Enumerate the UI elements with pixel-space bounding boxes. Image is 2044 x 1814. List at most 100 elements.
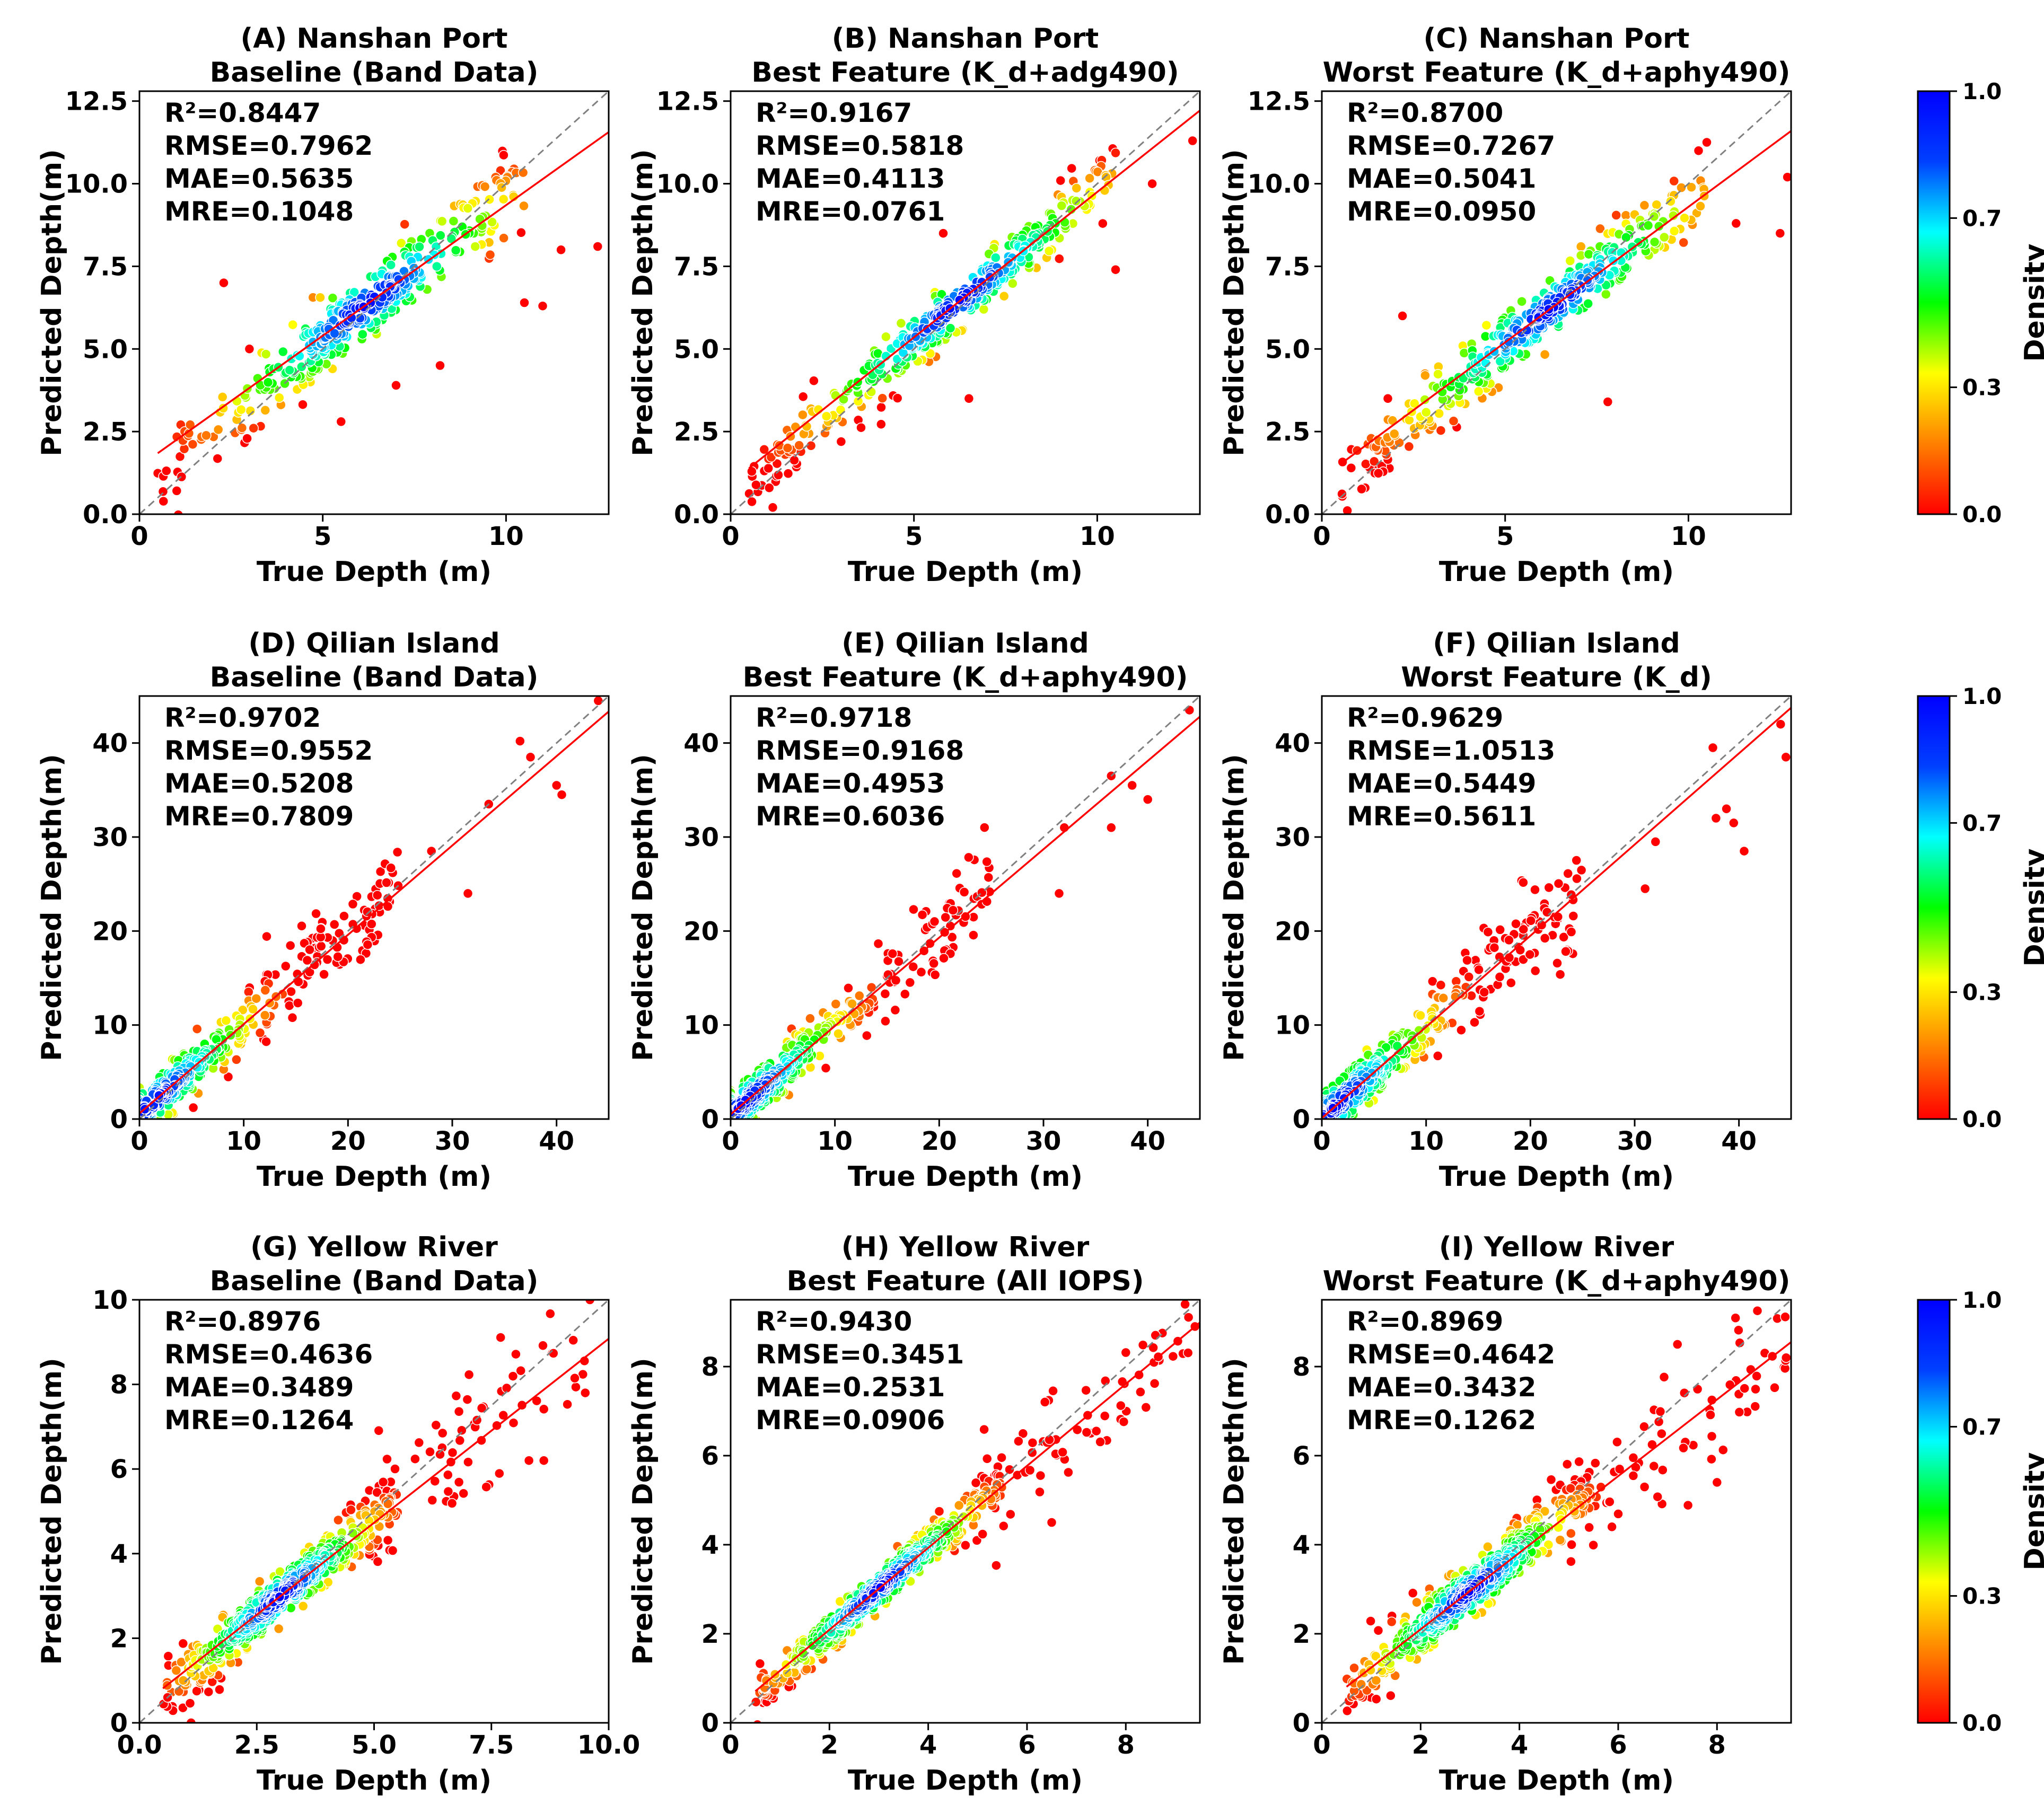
outlier-point — [523, 1455, 534, 1466]
regression-fit-line — [748, 110, 1200, 469]
data-point — [763, 463, 774, 474]
data-point — [887, 948, 898, 959]
stats-annotation: RMSE=0.9552 — [164, 735, 373, 766]
data-point — [427, 1495, 438, 1505]
outlier-point — [1184, 705, 1195, 716]
x-tick-label: 6 — [1018, 1730, 1036, 1760]
data-point — [260, 349, 271, 359]
data-point — [255, 1027, 266, 1038]
outlier-point — [556, 244, 566, 256]
data-point — [1339, 516, 1348, 526]
data-point — [322, 954, 333, 965]
data-point — [1479, 987, 1490, 998]
data-point — [1566, 1556, 1576, 1567]
data-point — [1628, 1470, 1639, 1481]
stats-annotation: MAE=0.5635 — [164, 163, 354, 194]
data-point — [187, 439, 198, 450]
outlier-point — [1672, 1339, 1683, 1350]
stats-annotation: RMSE=0.7962 — [164, 130, 373, 161]
data-point — [498, 1410, 508, 1421]
data-point — [254, 1576, 265, 1587]
y-tick-label: 40 — [92, 729, 128, 759]
data-point — [432, 261, 442, 272]
data-point — [1469, 1017, 1480, 1028]
data-point — [302, 955, 313, 966]
data-point — [319, 969, 329, 980]
x-tick-label: 5 — [1496, 522, 1514, 551]
data-point — [1110, 147, 1121, 158]
data-point — [381, 877, 392, 888]
plot-frame — [1321, 695, 1792, 1120]
panel-subtitle: Baseline (Band Data) — [210, 662, 539, 693]
data-point — [908, 961, 919, 972]
data-point — [223, 1071, 234, 1082]
data-point — [149, 1132, 159, 1142]
data-point — [1084, 173, 1095, 184]
data-point — [1438, 992, 1449, 1003]
data-point — [1525, 915, 1536, 926]
stats-annotation: R²=0.8447 — [164, 98, 321, 128]
data-point — [1494, 972, 1505, 982]
data-point — [1678, 1442, 1689, 1454]
data-point — [998, 290, 1010, 302]
data-point — [262, 377, 274, 388]
y-tick-label: 2 — [1293, 1619, 1310, 1649]
data-point — [431, 1420, 442, 1431]
data-point — [783, 468, 794, 479]
data-point — [448, 216, 459, 226]
data-point — [248, 1003, 258, 1015]
data-point — [853, 396, 864, 407]
data-point — [782, 443, 793, 453]
regression-fit-line — [1339, 130, 1791, 465]
data-point — [1780, 1311, 1791, 1323]
data-point — [463, 1369, 475, 1380]
data-point — [1734, 1337, 1745, 1349]
data-point — [755, 1658, 766, 1669]
data-point — [1473, 386, 1484, 397]
data-point — [568, 1335, 578, 1346]
outlier-point — [1650, 836, 1661, 847]
panel-subtitle: Worst Feature (K_d) — [1401, 662, 1712, 693]
outlier-point — [1127, 780, 1137, 791]
panel-title: (A) Nanshan Port — [240, 23, 507, 55]
data-point — [900, 989, 910, 1000]
data-point — [890, 1005, 901, 1016]
data-point — [1639, 200, 1650, 211]
data-point — [938, 953, 949, 964]
data-point — [759, 444, 770, 455]
x-tick-label: 40 — [539, 1126, 574, 1156]
data-point — [990, 252, 1001, 263]
data-point — [494, 1468, 505, 1479]
data-point — [1342, 1705, 1353, 1716]
data-point — [437, 1428, 448, 1439]
data-point — [366, 919, 377, 929]
data-point — [1539, 349, 1550, 360]
data-point — [481, 1482, 492, 1492]
data-point — [462, 203, 473, 214]
data-point — [1614, 1464, 1625, 1475]
data-point — [1679, 213, 1690, 223]
x-tick-label: 0 — [722, 1126, 739, 1156]
outlier-point — [1180, 1300, 1190, 1310]
panel-subtitle: Best Feature (K_d+adg490) — [751, 57, 1179, 89]
x-tick-label: 0.0 — [117, 1730, 162, 1760]
data-point — [1751, 1371, 1762, 1381]
data-point — [1034, 1486, 1045, 1498]
data-point — [562, 1399, 573, 1410]
y-tick-label: 8 — [1293, 1352, 1310, 1382]
outlier-point — [1780, 752, 1791, 763]
data-point — [1342, 505, 1353, 514]
y-tick-label: 12.5 — [656, 87, 719, 117]
data-point — [1676, 182, 1687, 193]
y-axis-label: Predicted Depth(m) — [36, 754, 68, 1061]
data-point — [385, 862, 397, 874]
data-point — [1750, 1384, 1761, 1395]
stats-annotation: MAE=0.4113 — [756, 163, 945, 194]
regression-fit-line — [157, 131, 609, 454]
data-point — [1566, 927, 1577, 937]
data-point — [1120, 1347, 1131, 1358]
outlier-point — [556, 789, 567, 800]
regression-fit-line — [755, 1322, 1200, 1692]
data-point — [892, 393, 903, 403]
